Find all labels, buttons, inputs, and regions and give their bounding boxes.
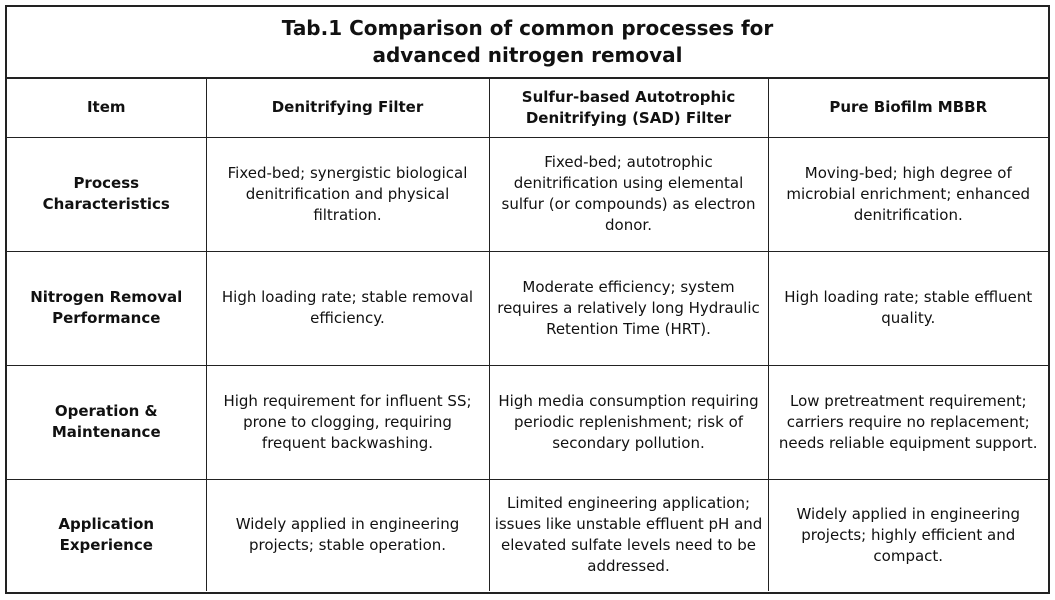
table-title: Tab.1 Comparison of common processes for… <box>7 7 1048 79</box>
header-item: Item <box>7 79 207 138</box>
comparison-table-frame: Tab.1 Comparison of common processes for… <box>5 5 1050 594</box>
table-cell: Widely applied in engineering projects; … <box>205 478 490 591</box>
header-denitrifying-filter: Denitrifying Filter <box>205 79 490 138</box>
table-cell: Fixed-bed; synergistic biological denitr… <box>205 136 490 252</box>
table-cell: Widely applied in engineering projects; … <box>767 478 1048 591</box>
table-cell: High loading rate; stable effluent quali… <box>767 250 1048 366</box>
header-row: Item Denitrifying Filter Sulfur-based Au… <box>7 79 1048 138</box>
row-label: Process Characteristics <box>7 136 207 252</box>
row-label: Nitrogen Removal Performance <box>7 250 207 366</box>
table-cell: Limited engineering application; issues … <box>488 478 769 591</box>
table-cell: Moderate efficiency; system requires a r… <box>488 250 769 366</box>
table-row-operation-maintenance: Operation & Maintenance High requirement… <box>7 364 1048 480</box>
comparison-table: Item Denitrifying Filter Sulfur-based Au… <box>7 79 1048 591</box>
table-title-line-2: advanced nitrogen removal <box>372 43 683 67</box>
table-cell: High loading rate; stable removal effici… <box>205 250 490 366</box>
table-row-process-characteristics: Process Characteristics Fixed-bed; syner… <box>7 136 1048 252</box>
table-row-nitrogen-removal-performance: Nitrogen Removal Performance High loadin… <box>7 250 1048 366</box>
row-label: Operation & Maintenance <box>7 364 207 480</box>
table-cell: High requirement for influent SS; prone … <box>205 364 490 480</box>
table-cell: Moving-bed; high degree of microbial enr… <box>767 136 1048 252</box>
table-row-application-experience: Application Experience Widely applied in… <box>7 478 1048 591</box>
table-cell: Fixed-bed; autotrophic denitrification u… <box>488 136 769 252</box>
header-sad-filter: Sulfur-based Autotrophic Denitrifying (S… <box>488 79 769 138</box>
table-cell: Low pretreatment requirement; carriers r… <box>767 364 1048 480</box>
row-label: Application Experience <box>7 478 207 591</box>
header-pure-biofilm-mbbr: Pure Biofilm MBBR <box>767 79 1048 138</box>
table-title-line-1: Tab.1 Comparison of common processes for <box>281 16 774 40</box>
table-cell: High media consumption requiring periodi… <box>488 364 769 480</box>
